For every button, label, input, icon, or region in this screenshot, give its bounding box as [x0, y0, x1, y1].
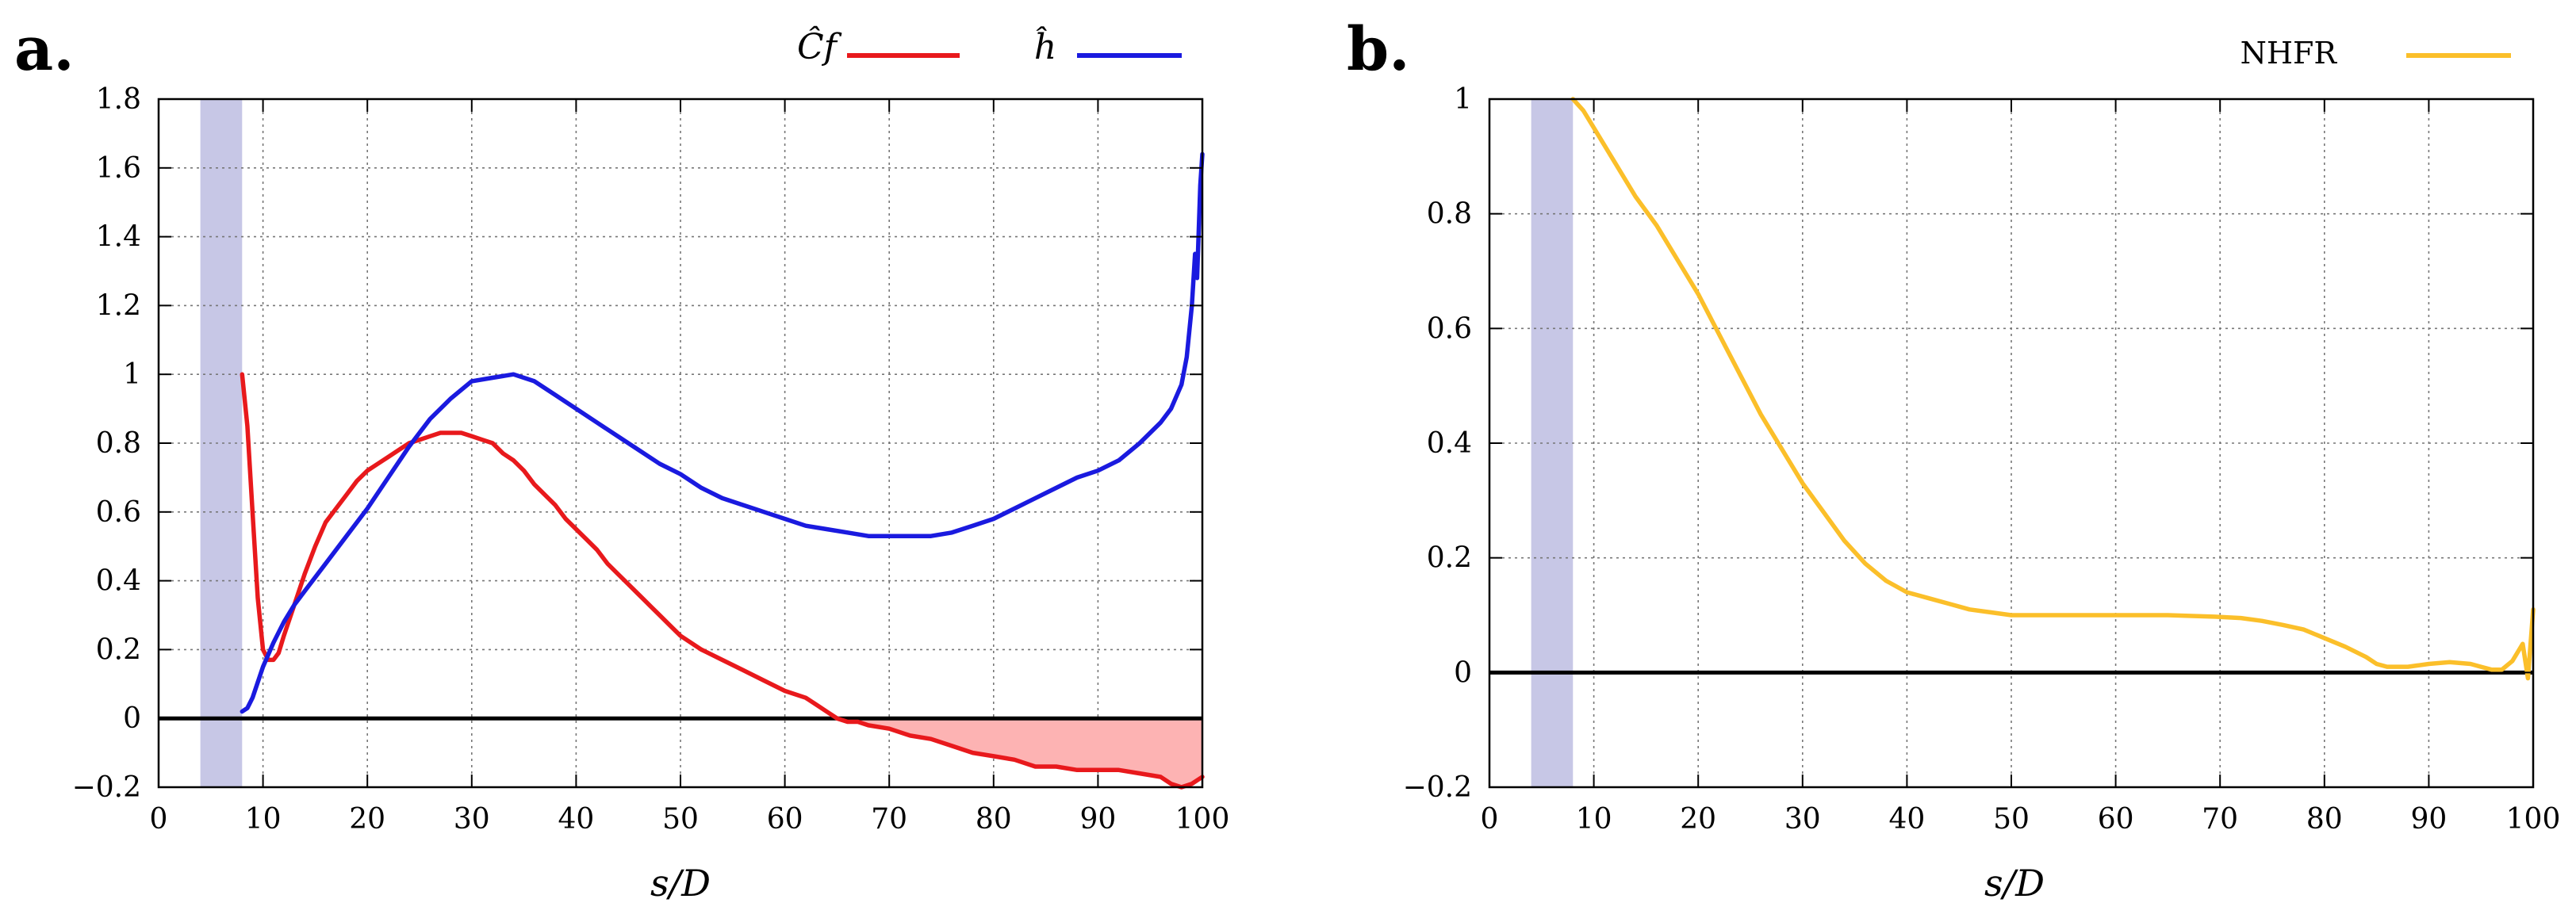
- x-tick-label-a: 40: [558, 803, 594, 836]
- x-tick-label-b: 70: [2202, 803, 2238, 836]
- x-tick-label-b: 50: [1993, 803, 2030, 836]
- x-tick-label-b: 60: [2098, 803, 2134, 836]
- y-tick-label-b: 1: [1454, 83, 1472, 116]
- y-tick-label-a: 0: [123, 702, 141, 735]
- series-line-h: [240, 151, 1205, 714]
- y-tick-label-b: 0.4: [1427, 427, 1472, 460]
- x-tick-label-a: 90: [1079, 803, 1116, 836]
- y-tick-label-a: 1.6: [96, 152, 141, 185]
- y-tick-label-a: −0.2: [72, 771, 141, 804]
- x-tick-label-b: 30: [1784, 803, 1821, 836]
- x-tick-label-a: 60: [767, 803, 803, 836]
- legend-a: Ĉf ĥ: [797, 25, 1182, 67]
- panel-label-b: b.: [1347, 13, 1410, 84]
- x-tick-label-a: 20: [349, 803, 385, 836]
- x-axis-label-a: s/D: [650, 862, 711, 905]
- y-tick-label-a: 1.8: [96, 83, 141, 116]
- x-tick-label-a: 30: [454, 803, 490, 836]
- x-tick-label-b: 90: [2410, 803, 2447, 836]
- y-tick-label-b: 0.8: [1427, 198, 1472, 231]
- x-axis-label-b: s/D: [1984, 862, 2045, 905]
- legend-nhfr-text: NHFR: [2241, 36, 2338, 71]
- x-tick-label-a: 0: [150, 803, 168, 836]
- y-tick-label-a: 1: [123, 358, 141, 391]
- y-tick-label-a: 0.8: [96, 427, 141, 460]
- y-tick-label-b: −0.2: [1403, 771, 1472, 804]
- chart-panel-a: a. s/D Ĉf ĥ 0 10 20 30 40 50 60 70 80 90 100 −0.2 0 0…: [14, 13, 1229, 905]
- legend-cf-label: Ĉf: [797, 25, 842, 67]
- y-tick-label-a: 0.2: [96, 633, 141, 666]
- x-tick-label-a: 70: [871, 803, 907, 836]
- y-tick-label-a: 0.6: [96, 496, 141, 529]
- legend-b: NHFR: [2241, 36, 2511, 71]
- x-tick-label-b: 40: [1888, 803, 1925, 836]
- y-tick-label-b: 0: [1454, 656, 1472, 689]
- chart-panel-b: b. s/D NHFR 0 10 20 30 40 50 60 70 80 90 100 −0.2 0 0…: [1347, 13, 2560, 905]
- x-tick-label-b: 10: [1576, 803, 1612, 836]
- y-tick-label-a: 1.2: [96, 289, 141, 322]
- series-line-cf: [240, 372, 1205, 790]
- x-tick-label-b: 0: [1481, 803, 1499, 836]
- x-tick-label-a: 100: [1175, 803, 1230, 836]
- panel-label-a: a.: [14, 13, 75, 84]
- x-tick-label-a: 80: [976, 803, 1012, 836]
- legend-cf-text: Ĉf: [797, 25, 842, 67]
- x-tick-label-a: 10: [245, 803, 282, 836]
- legend-h-text: ĥ: [1034, 25, 1056, 67]
- y-tick-label-a: 0.4: [96, 565, 141, 598]
- y-tick-label-b: 0.2: [1427, 542, 1472, 575]
- series-line-nhfr: [1570, 97, 2536, 681]
- x-tick-label-b: 100: [2506, 803, 2561, 836]
- x-tick-label-a: 50: [662, 803, 699, 836]
- x-tick-label-b: 80: [2306, 803, 2343, 836]
- x-tick-label-b: 20: [1680, 803, 1716, 836]
- y-tick-label-b: 0.6: [1427, 312, 1472, 345]
- y-tick-label-a: 1.4: [96, 221, 141, 254]
